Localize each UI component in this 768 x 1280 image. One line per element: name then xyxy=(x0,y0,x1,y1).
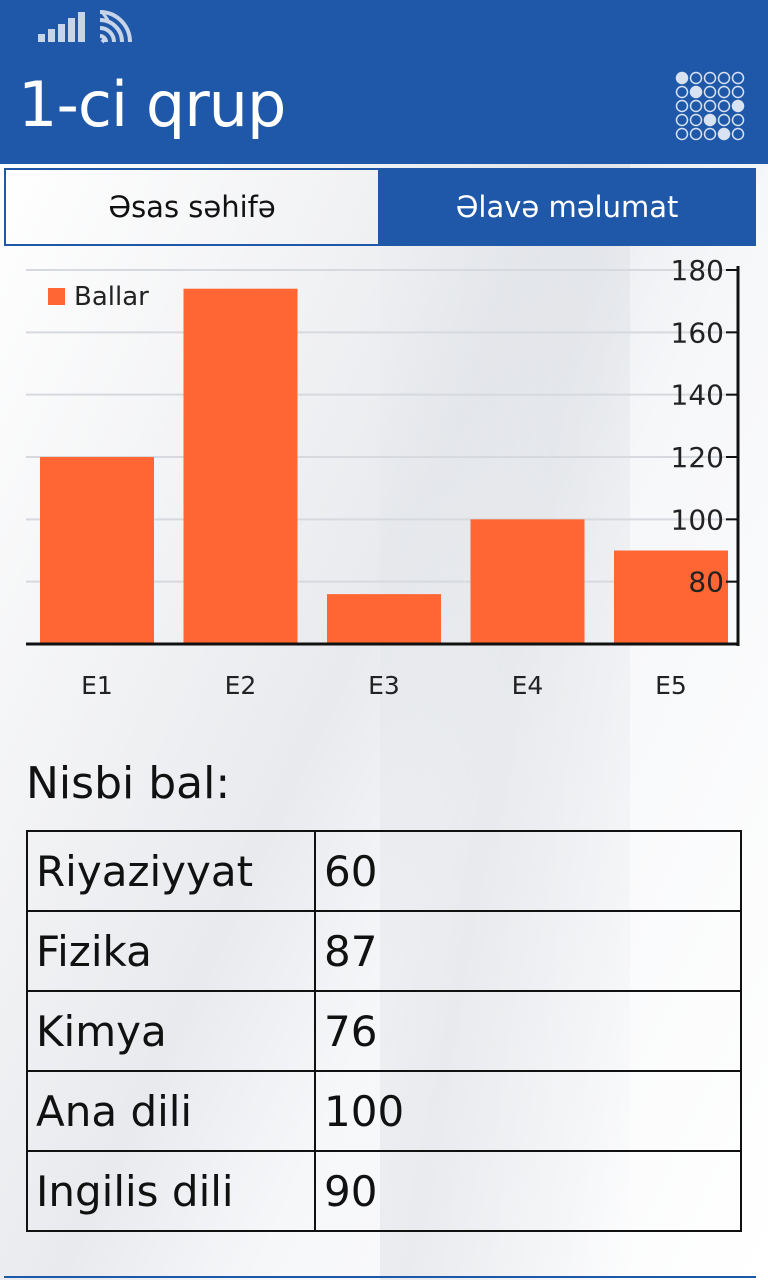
subject-cell: Kimya xyxy=(26,990,316,1072)
legend-label: Ballar xyxy=(74,282,149,312)
bar-e2 xyxy=(183,288,298,644)
value-cell: 87 xyxy=(314,910,742,992)
bottom-border xyxy=(4,1276,756,1278)
section-title: Nisbi bal: xyxy=(26,758,231,809)
table-row: Kimya 76 xyxy=(26,990,742,1072)
bar-e5 xyxy=(614,550,728,644)
bar-e3 xyxy=(327,594,441,644)
y-tick-label: 120 xyxy=(671,441,724,474)
y-tick-label: 140 xyxy=(671,379,724,412)
table-row: Riyaziyyat 60 xyxy=(26,830,742,912)
y-tick-label: 80 xyxy=(688,566,724,599)
y-tick-label: 180 xyxy=(671,254,724,287)
subject-cell: Ingilis dili xyxy=(26,1150,316,1232)
y-tick-label: 160 xyxy=(671,316,724,349)
x-tick-label: E5 xyxy=(655,671,687,700)
signal-bars-icon xyxy=(38,10,132,44)
tab-main-page[interactable]: Əsas səhifə xyxy=(4,168,378,246)
content-area: Əsas səhifə Əlavə məlumat E1 E2 E3 E4 E5 80 10… xyxy=(0,164,768,1280)
answer-sheet-icon xyxy=(675,71,745,141)
x-tick-label: E4 xyxy=(512,671,544,700)
app-header: 1-ci qrup xyxy=(0,52,768,164)
legend-swatch xyxy=(48,288,65,305)
value-cell: 60 xyxy=(314,830,742,912)
table-row: Fizika 87 xyxy=(26,910,742,992)
score-chart: E1 E2 E3 E4 E5 80 100 120 140 160 180 Ballar xyxy=(0,246,768,716)
bar-e1 xyxy=(40,457,154,644)
value-cell: 76 xyxy=(314,990,742,1072)
y-tick-label: 100 xyxy=(671,503,724,536)
table-row: Ingilis dili 90 xyxy=(26,1150,742,1232)
tab-extra-info[interactable]: Əlavə məlumat xyxy=(378,168,756,246)
wifi-icon xyxy=(99,10,132,44)
subject-cell: Ana dili xyxy=(26,1070,316,1152)
scores-table: Riyaziyyat 60 Fizika 87 Kimya 76 Ana dil… xyxy=(26,830,742,1232)
x-tick-label: E3 xyxy=(368,671,400,700)
tab-bar: Əsas səhifə Əlavə məlumat xyxy=(4,168,756,246)
value-cell: 90 xyxy=(314,1150,742,1232)
x-tick-label: E1 xyxy=(81,671,113,700)
subject-cell: Riyaziyyat xyxy=(26,830,316,912)
bar-e4 xyxy=(470,519,585,644)
page-title: 1-ci qrup xyxy=(18,68,286,141)
status-bar xyxy=(0,0,768,52)
value-cell: 100 xyxy=(314,1070,742,1152)
x-tick-label: E2 xyxy=(225,671,257,700)
table-row: Ana dili 100 xyxy=(26,1070,742,1152)
subject-cell: Fizika xyxy=(26,910,316,992)
score-chart-svg: E1 E2 E3 E4 E5 80 100 120 140 160 180 Ballar xyxy=(26,254,740,700)
